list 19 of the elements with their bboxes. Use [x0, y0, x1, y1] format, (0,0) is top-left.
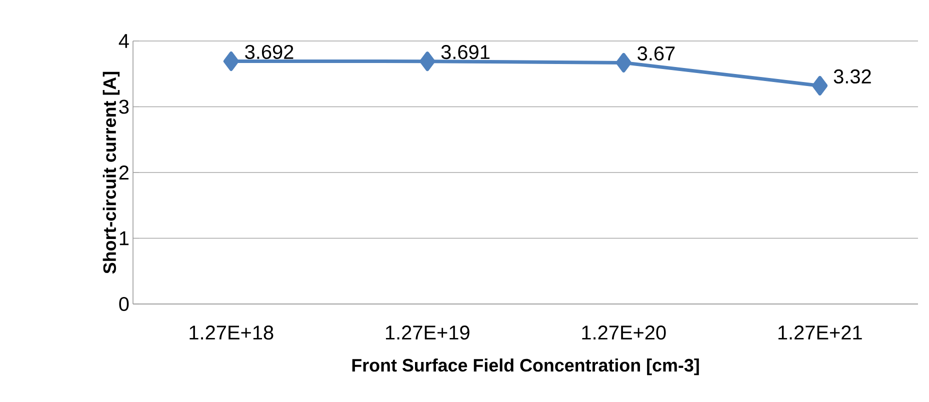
- point: [616, 52, 632, 72]
- data-label: 3.32: [834, 69, 871, 84]
- y-tick-label: 3: [119, 100, 129, 114]
- x-tick-label: 1.27E+21: [778, 326, 862, 340]
- point: [812, 76, 828, 96]
- x-axis-title: Front Surface Field Concentration [cm-3]: [352, 358, 699, 376]
- point: [420, 52, 436, 72]
- point: [223, 52, 239, 71]
- data-label: 3.67: [638, 46, 675, 60]
- y-tick-label: 4: [118, 34, 129, 48]
- data-label: 3.691: [441, 45, 490, 60]
- x-tick-label: 1.27E+18: [190, 326, 274, 340]
- y-tick-label: 2: [119, 166, 128, 180]
- data-label: 3.692: [245, 44, 294, 60]
- x-tick-label: 1.27E+19: [386, 326, 470, 340]
- y-tick-label: 0: [119, 296, 129, 312]
- y-axis-title: Short-circuit current [A]: [102, 72, 120, 274]
- y-tick-label: 1: [120, 231, 129, 246]
- x-tick-label: 1.27E+20: [582, 326, 666, 340]
